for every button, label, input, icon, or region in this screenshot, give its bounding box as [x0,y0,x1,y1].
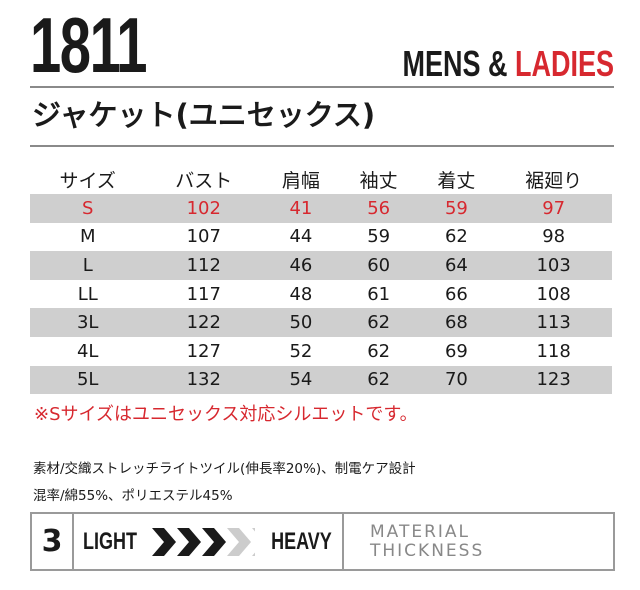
thickness-level: 3 [32,514,74,569]
table-cell: 132 [145,365,263,395]
mens-label: MENS & [402,43,508,84]
table-cell: 62 [444,226,468,248]
table-cell: 103 [495,251,612,280]
table-cell: M [79,226,96,248]
table-cell: 66 [444,283,468,305]
divider [30,86,614,88]
table-cell: 68 [417,308,496,337]
table-cell: L [30,251,146,280]
table-cell: 107 [186,226,221,248]
table-row: LL 117 48 61 66 108 [30,280,612,309]
table-cell: 52 [289,340,313,362]
table-cell: 122 [145,308,263,337]
table-cell: 64 [417,251,496,280]
size-table: サイズ バスト 肩幅 袖丈 着丈 裾廻り S 102 41 56 59 97 M 107 44 59 62 98… [30,164,612,395]
blend-line: 混率/綿55%、ポリエステル45% [33,488,233,504]
table-row: L 112 46 60 64 103 [30,251,612,280]
size-note: ※Sサイズはユニセックス対応シルエットです。 [34,404,418,425]
table-cell: 97 [495,194,612,223]
table-cell: LL [77,283,98,305]
material-line: 素材/交織ストレッチライトツイル(伸長率20%)、制電ケア設計 [33,461,416,477]
model-number: 1811 [30,1,148,89]
column-header: 着丈 [437,169,476,192]
table-cell: 127 [186,340,221,362]
table-cell: 59 [367,226,391,248]
table-cell: 59 [417,194,496,223]
table-cell: 108 [536,283,571,305]
heavy-label: HEAVY [271,527,332,555]
table-row: 4L 127 52 62 69 118 [30,337,612,366]
table-cell: 123 [495,365,612,395]
chevron-icon [227,527,251,556]
thickness-caption: MATERIAL THICKNESS [344,514,613,569]
table-cell: 5L [30,365,146,395]
table-cell: 46 [262,251,340,280]
gender-label: MENS & LADIES [402,46,614,82]
table-cell: 62 [339,308,418,337]
table-cell: 113 [495,308,612,337]
table-row: M 107 44 59 62 98 [30,223,612,252]
table-cell: 61 [367,283,391,305]
table-row: 5L 132 54 62 70 123 [30,365,612,395]
table-cell: 41 [262,194,340,223]
table-cell: 62 [367,340,391,362]
table-row: 3L 122 50 62 68 113 [30,308,612,337]
column-header: 袖丈 [359,169,398,192]
thickness-caption-text: THICKNESS [370,540,485,561]
table-cell: 48 [289,283,313,305]
table-cell: 54 [262,365,340,395]
table-cell: 112 [145,251,263,280]
column-header: バスト [175,169,233,192]
table-header-row: サイズ バスト 肩幅 袖丈 着丈 裾廻り [30,164,612,194]
table-row: S 102 41 56 59 97 [30,194,612,223]
table-cell: 118 [536,340,571,362]
chevron-scale [152,527,256,556]
thickness-scale: LIGHT HEAVY [74,514,344,569]
table-cell: 69 [444,340,468,362]
table-cell: 70 [417,365,496,395]
product-title: ジャケット(ユニセックス) [32,98,376,132]
material-caption: MATERIAL [370,521,471,542]
chevron-icon [202,527,226,556]
table-cell: 117 [186,283,221,305]
table-cell: 60 [339,251,418,280]
table-cell: 50 [262,308,340,337]
table-cell: 4L [76,340,99,362]
chevron-icon [252,527,256,556]
table-cell: 3L [30,308,146,337]
divider [30,145,614,147]
table-cell: 98 [542,226,566,248]
table-cell: 102 [145,194,263,223]
ladies-label: LADIES [514,43,614,84]
chevron-icon [177,527,201,556]
column-header: サイズ [59,169,116,192]
table-cell: 44 [289,226,313,248]
table-cell: S [30,194,146,223]
thickness-box: 3 LIGHT HEAVY MATERIAL THICKNESS [30,512,615,571]
light-label: LIGHT [83,527,137,555]
table-cell: 62 [339,365,418,395]
table-cell: 56 [339,194,418,223]
column-header: 裾廻り [525,169,583,192]
column-header: 肩幅 [281,169,320,192]
chevron-icon [152,527,176,556]
